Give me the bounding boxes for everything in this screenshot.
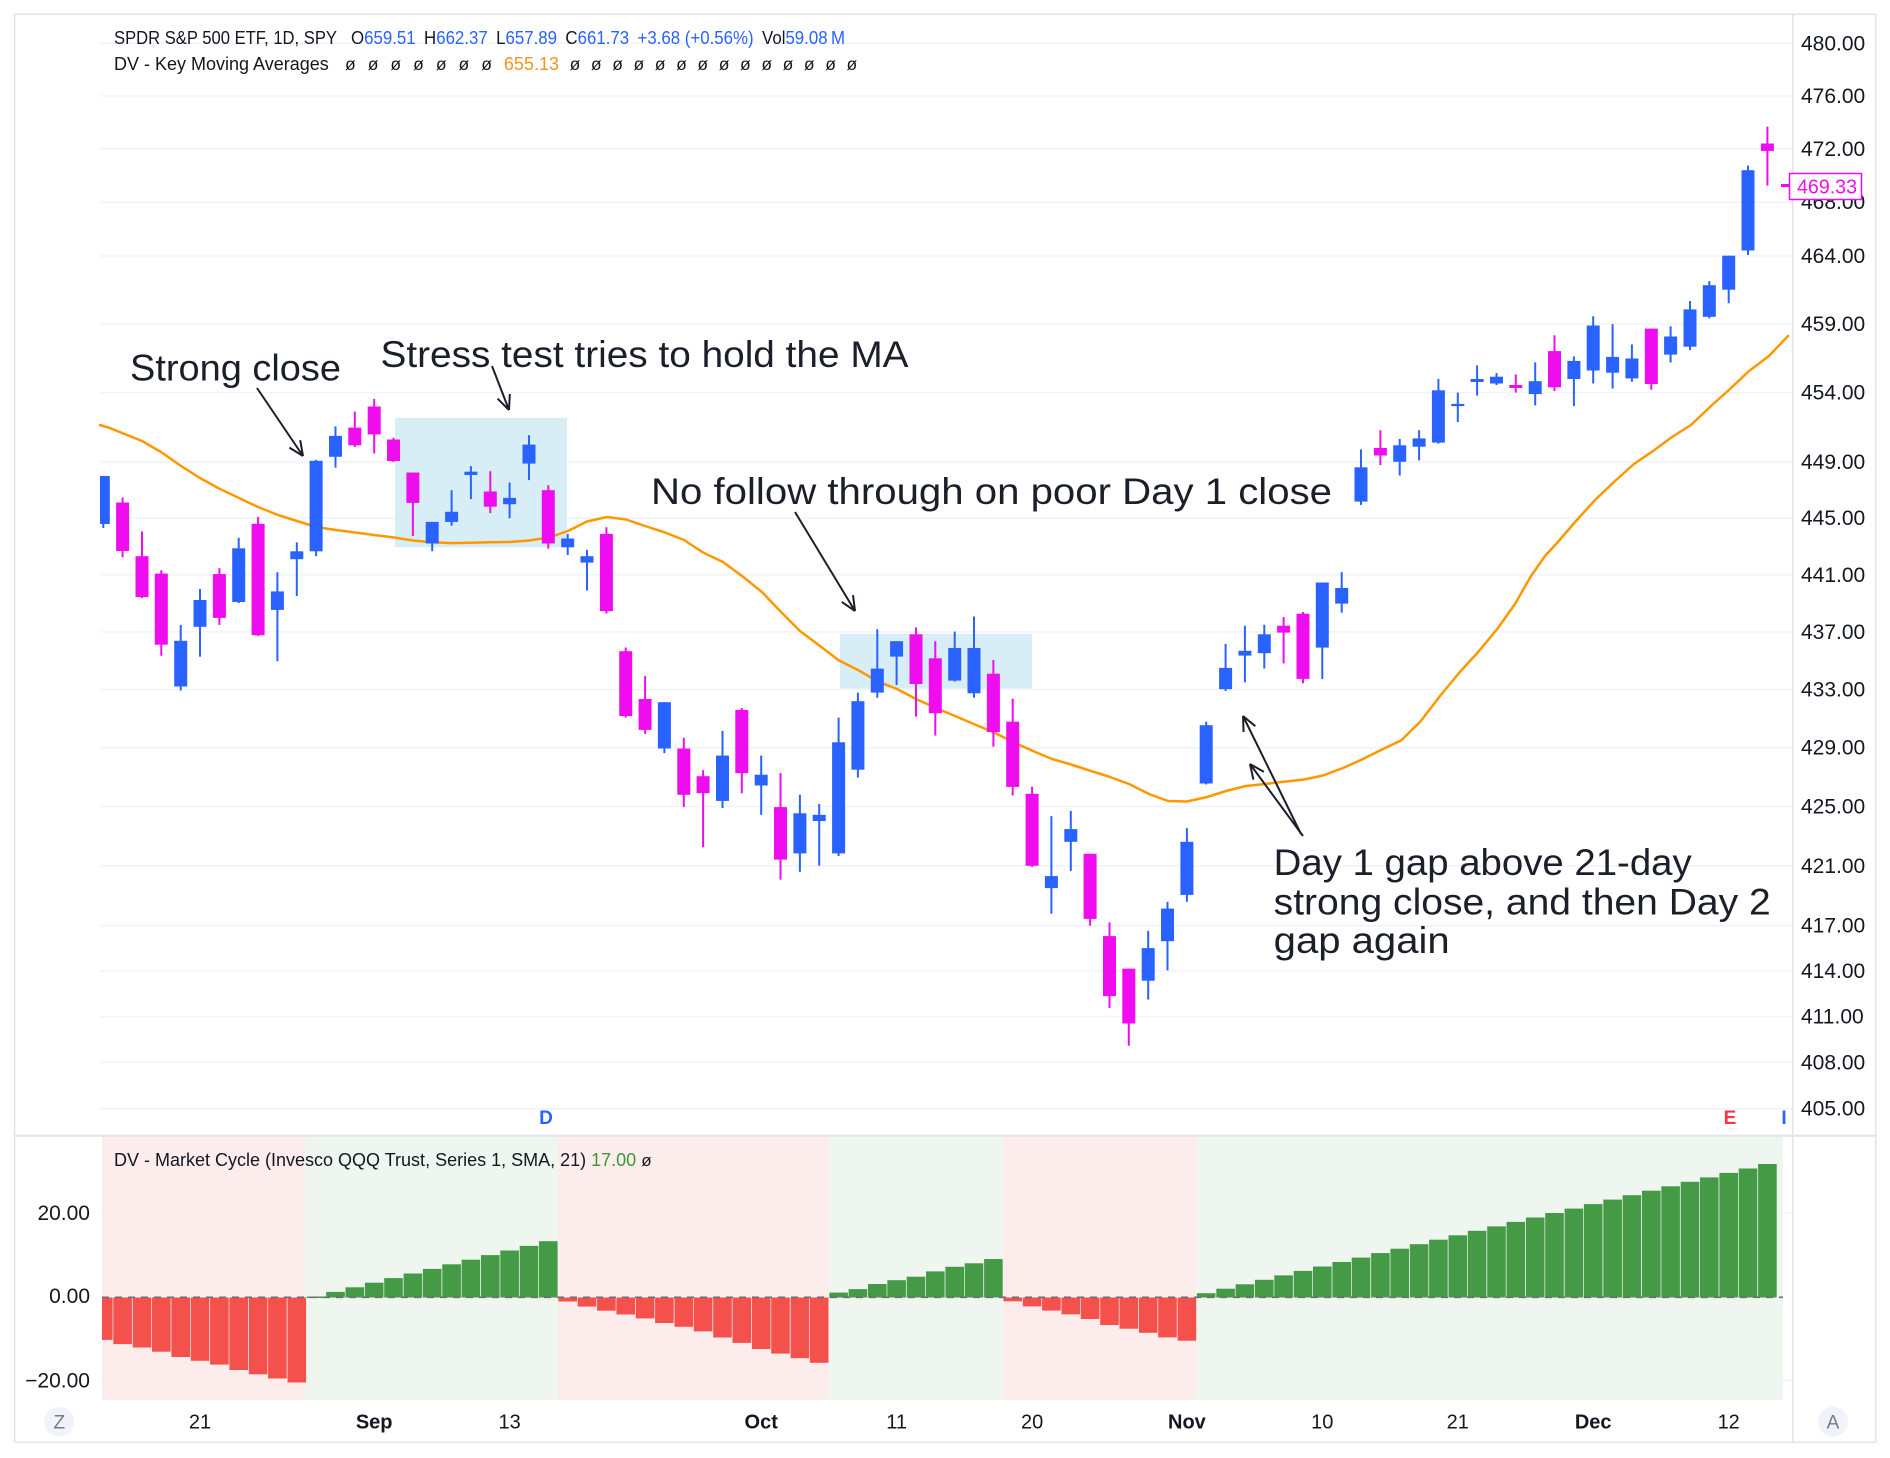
- svg-text:Z: Z: [53, 1413, 65, 1434]
- svg-text:10: 10: [1311, 1412, 1333, 1434]
- svg-text:433.00: 433.00: [1801, 679, 1865, 702]
- svg-text:445.00: 445.00: [1801, 507, 1865, 530]
- svg-text:476.00: 476.00: [1801, 85, 1865, 108]
- svg-text:449.00: 449.00: [1801, 451, 1865, 474]
- svg-text:472.00: 472.00: [1801, 138, 1865, 161]
- svg-text:Dec: Dec: [1575, 1412, 1612, 1434]
- svg-text:DV - Market Cycle (Invesco QQQ: DV - Market Cycle (Invesco QQQ Trust, Se…: [114, 1150, 652, 1170]
- svg-text:429.00: 429.00: [1801, 737, 1865, 760]
- svg-text:DV - Key Moving Averages: DV - Key Moving Averages: [114, 54, 329, 74]
- svg-text:480.00: 480.00: [1801, 32, 1865, 55]
- svg-text:454.00: 454.00: [1801, 382, 1865, 405]
- svg-text:459.00: 459.00: [1801, 313, 1865, 336]
- svg-text:469.33: 469.33: [1797, 177, 1857, 199]
- svg-text:A: A: [1827, 1413, 1840, 1434]
- svg-text:SPDR S&P 500 ETF, 1D, SPY: SPDR S&P 500 ETF, 1D, SPY: [114, 28, 337, 48]
- svg-text:I: I: [1781, 1108, 1786, 1129]
- svg-text:464.00: 464.00: [1801, 245, 1865, 268]
- svg-text:O659.51 H662.37 L657.89 C661.7: O659.51 H662.37 L657.89 C661.73 +3.68 (+…: [351, 28, 845, 48]
- svg-text:405.00: 405.00: [1801, 1098, 1865, 1121]
- svg-text:13: 13: [498, 1412, 520, 1434]
- svg-text:437.00: 437.00: [1801, 621, 1865, 644]
- svg-text:20: 20: [1021, 1412, 1043, 1434]
- svg-text:12: 12: [1718, 1412, 1740, 1434]
- svg-text:20.00: 20.00: [37, 1202, 90, 1225]
- svg-text:425.00: 425.00: [1801, 796, 1865, 819]
- svg-text:Day 1 gap above 21-day: Day 1 gap above 21-day: [1274, 841, 1692, 883]
- svg-text:Strong close: Strong close: [130, 347, 341, 389]
- svg-text:421.00: 421.00: [1801, 855, 1865, 878]
- svg-text:417.00: 417.00: [1801, 915, 1865, 938]
- svg-text:21: 21: [189, 1412, 211, 1434]
- svg-text:Sep: Sep: [356, 1412, 393, 1434]
- svg-text:408.00: 408.00: [1801, 1051, 1865, 1074]
- svg-text:414.00: 414.00: [1801, 960, 1865, 983]
- svg-text:gap again: gap again: [1274, 919, 1450, 961]
- svg-text:411.00: 411.00: [1801, 1006, 1864, 1029]
- svg-text:−20.00: −20.00: [25, 1369, 90, 1392]
- svg-text:Oct: Oct: [745, 1412, 779, 1434]
- svg-text:No follow through on poor Day: No follow through on poor Day 1 close: [651, 470, 1332, 512]
- svg-text:Stress test tries to hold the: Stress test tries to hold the MA: [381, 333, 909, 375]
- svg-text:strong close, and then Day 2: strong close, and then Day 2: [1274, 880, 1771, 922]
- svg-text:E: E: [1724, 1108, 1737, 1129]
- svg-text:21: 21: [1447, 1412, 1469, 1434]
- svg-text:441.00: 441.00: [1801, 564, 1865, 587]
- svg-text:0.00: 0.00: [49, 1285, 90, 1308]
- svg-text:11: 11: [886, 1412, 907, 1434]
- svg-text:D: D: [539, 1108, 553, 1129]
- svg-text:Nov: Nov: [1168, 1412, 1207, 1434]
